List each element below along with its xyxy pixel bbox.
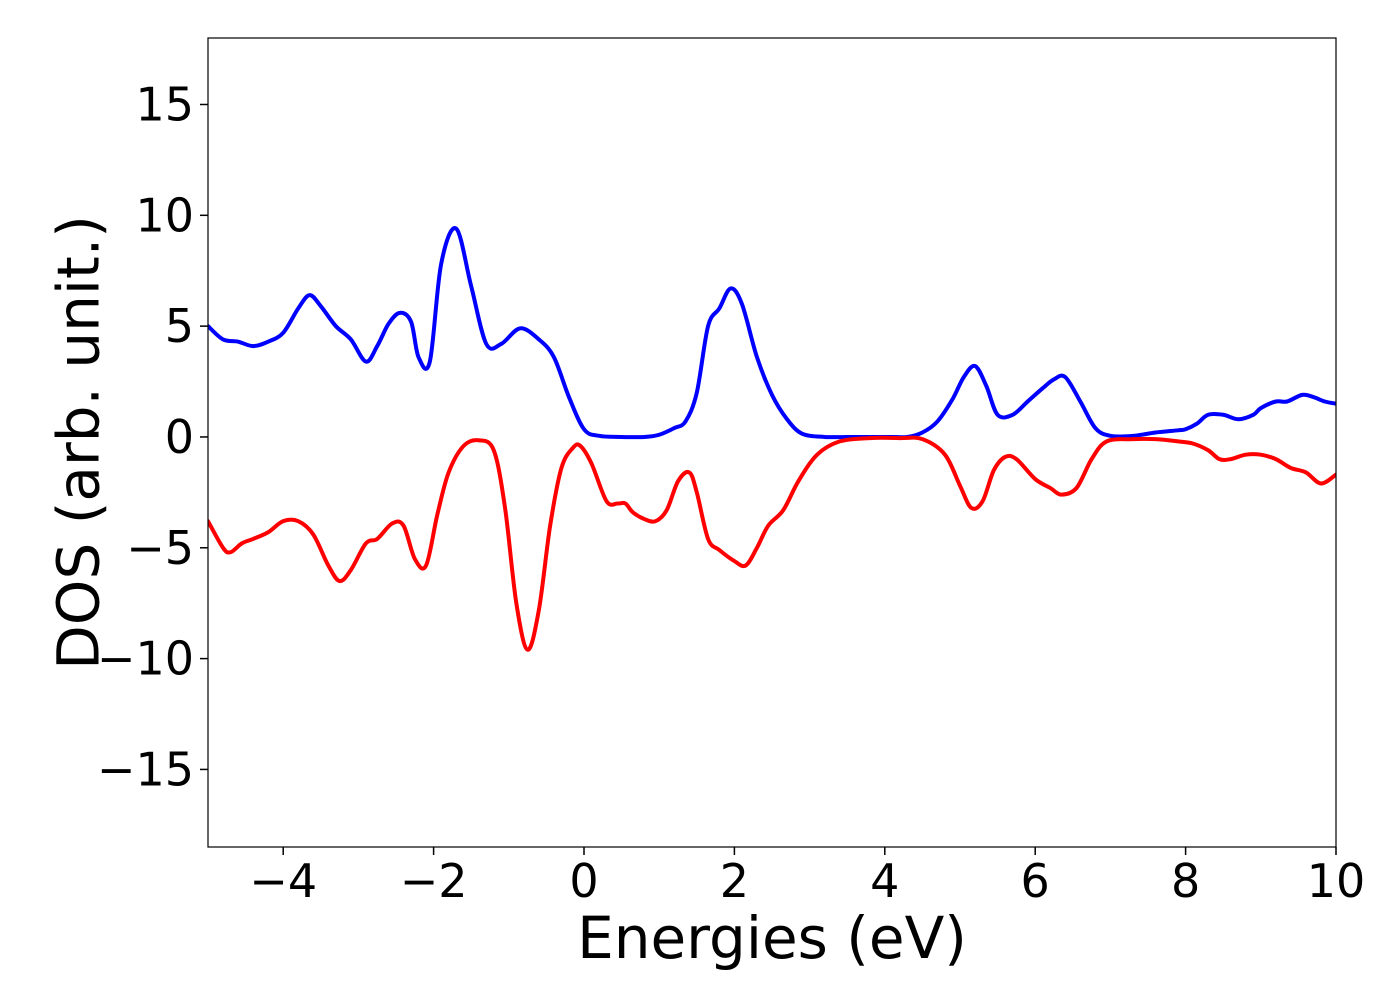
dos-series-line-red (208, 435, 1336, 652)
dos-series-line-blue (208, 226, 1336, 440)
y-tick-label: 10 (135, 188, 194, 242)
y-axis-label: DOS (arb. unit.) (44, 215, 112, 670)
x-axis-label: Energies (eV) (577, 904, 967, 972)
ticks-layer: −4 −2 0 2 4 6 8 10 15 10 5 0 −5 −10 −15 (97, 77, 1365, 908)
y-tick-label: −5 (126, 521, 194, 575)
x-tick-label: −4 (249, 854, 317, 908)
x-tick-label: 2 (720, 854, 749, 908)
x-tick-label: 10 (1307, 854, 1366, 908)
x-tick-label: 6 (1021, 854, 1050, 908)
x-tick-label: −2 (400, 854, 468, 908)
x-tick-label: 8 (1171, 854, 1200, 908)
plot-frame (207, 37, 1337, 848)
y-tick-label: −15 (97, 742, 194, 796)
y-tick-label: 5 (165, 299, 194, 353)
x-tick-label: 0 (569, 854, 598, 908)
y-tick-label: 15 (135, 77, 194, 131)
plot-background (208, 38, 1336, 847)
y-tick-label: −10 (97, 632, 194, 686)
x-tick-label: 4 (870, 854, 899, 908)
y-tick-label: 0 (165, 410, 194, 464)
series-layer (208, 226, 1336, 652)
